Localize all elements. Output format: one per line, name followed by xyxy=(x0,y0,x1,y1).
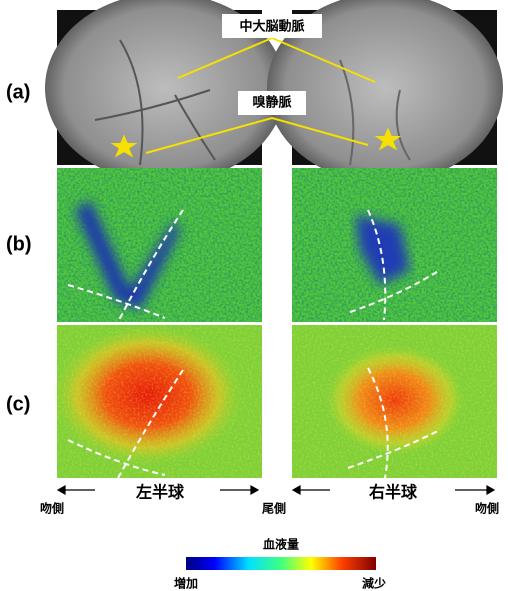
direction-label: 尾側 xyxy=(262,501,286,516)
panel-label: (c) xyxy=(6,393,30,415)
vessel-label: 中大脳動脈 xyxy=(239,19,304,35)
figure: 中大脳動脈 嗅静脈 (a) (b) (c) 左半球 右半球 吻側 尾側 吻側 血… xyxy=(0,0,508,591)
panel-label: (a) xyxy=(6,81,30,103)
noise xyxy=(57,168,262,322)
colorbar-title: 血液量 xyxy=(263,537,299,552)
panel-label: (b) xyxy=(6,233,32,255)
blood-volume-maps-c xyxy=(53,325,497,478)
hemisphere-label: 左半球 xyxy=(135,483,185,502)
colorbar-high: 減少 xyxy=(362,576,386,591)
noise xyxy=(292,325,497,478)
noise xyxy=(292,168,497,322)
colorbar xyxy=(186,557,376,570)
noise xyxy=(57,325,262,478)
colorbar-low: 増加 xyxy=(174,576,198,591)
direction-label: 吻側 xyxy=(40,501,64,516)
direction-label: 吻側 xyxy=(475,501,499,516)
fundus-images: 中大脳動脈 嗅静脈 xyxy=(45,0,503,183)
hemisphere-label: 右半球 xyxy=(369,483,418,502)
orientation-arrows xyxy=(58,486,494,494)
blood-volume-maps-b xyxy=(57,168,497,322)
vessel-label: 嗅静脈 xyxy=(252,95,291,111)
